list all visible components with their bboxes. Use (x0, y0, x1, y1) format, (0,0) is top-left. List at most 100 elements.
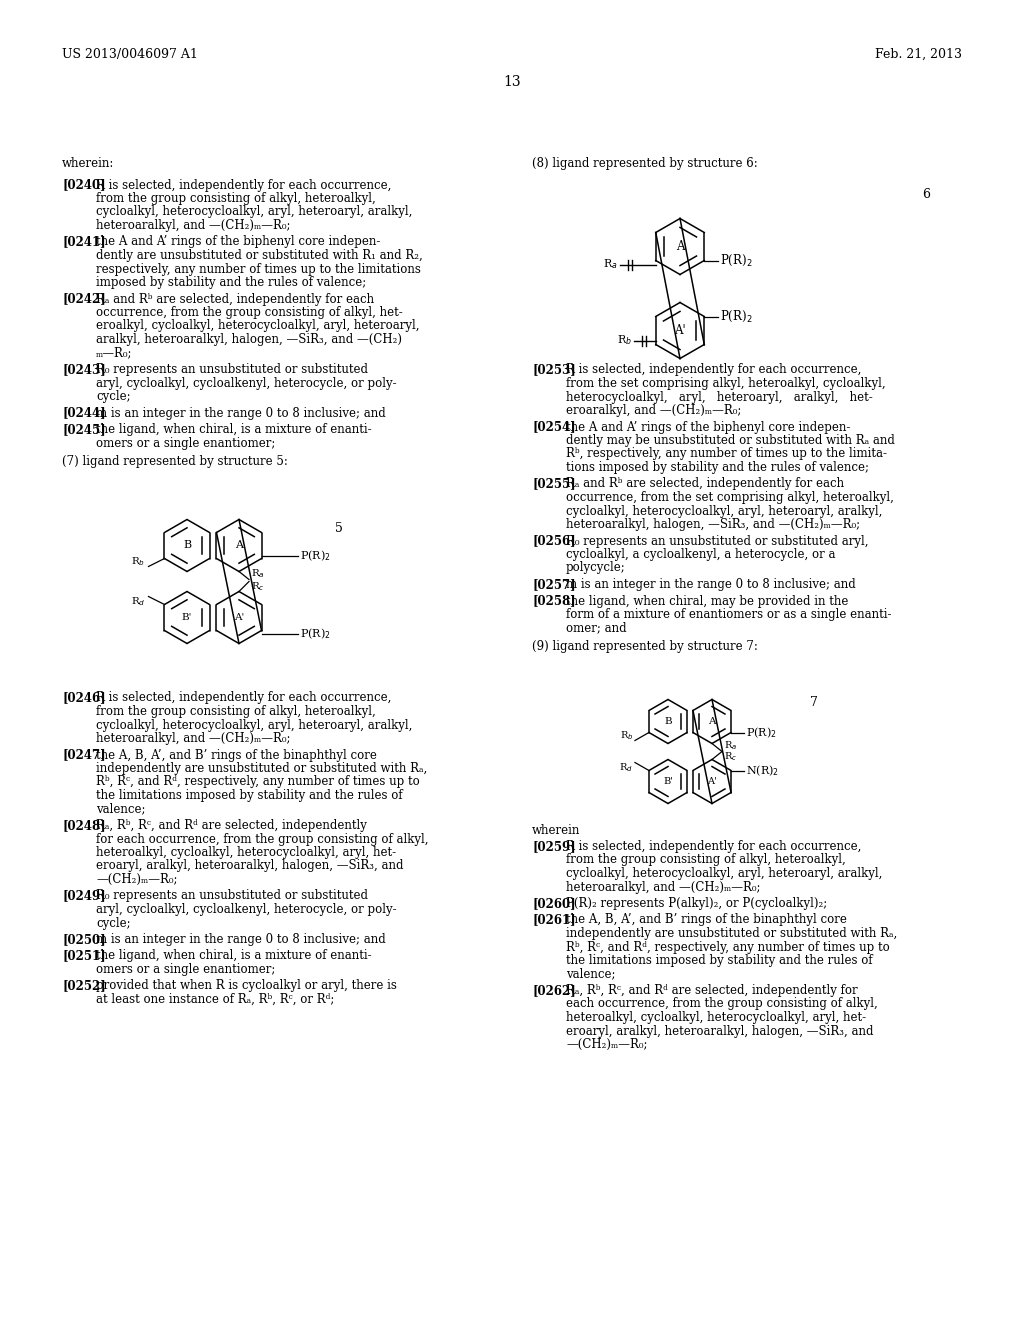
Text: [0246]: [0246] (62, 692, 105, 705)
Text: R$_c$: R$_c$ (724, 751, 737, 763)
Text: [0259]: [0259] (532, 840, 575, 853)
Text: (8) ligand represented by structure 6:: (8) ligand represented by structure 6: (532, 157, 758, 170)
Text: m is an integer in the range 0 to 8 inclusive; and: m is an integer in the range 0 to 8 incl… (96, 933, 386, 946)
Text: each occurrence, from the group consisting of alkyl,: each occurrence, from the group consisti… (566, 998, 878, 1011)
Text: US 2013/0046097 A1: US 2013/0046097 A1 (62, 48, 198, 61)
Text: polycycle;: polycycle; (566, 561, 626, 574)
Text: ₘ—R₀;: ₘ—R₀; (96, 346, 132, 359)
Text: R is selected, independently for each occurrence,: R is selected, independently for each oc… (566, 840, 861, 853)
Text: [0241]: [0241] (62, 235, 105, 248)
Text: heteroaralkyl, halogen, —SiR₃, and —(CH₂)ₘ—R₀;: heteroaralkyl, halogen, —SiR₃, and —(CH₂… (566, 517, 860, 531)
Text: dently are unsubstituted or substituted with R₁ and R₂,: dently are unsubstituted or substituted … (96, 249, 423, 261)
Text: heterocycloalkyl,   aryl,   heteroaryl,   aralkyl,   het-: heterocycloalkyl, aryl, heteroaryl, aral… (566, 391, 872, 404)
Text: [0257]: [0257] (532, 578, 575, 591)
Text: Rᵇ, Rᶜ, and Rᵈ, respectively, any number of times up to: Rᵇ, Rᶜ, and Rᵈ, respectively, any number… (96, 776, 420, 788)
Text: 6: 6 (922, 189, 930, 202)
Text: 7: 7 (810, 697, 818, 710)
Text: A: A (234, 540, 243, 550)
Text: A: A (676, 240, 684, 253)
Text: [0249]: [0249] (62, 890, 105, 903)
Text: A': A' (674, 323, 686, 337)
Text: form of a mixture of enantiomers or as a single enanti-: form of a mixture of enantiomers or as a… (566, 609, 892, 620)
Text: cycloalkyl, heterocycloalkyl, aryl, heteroaryl, aralkyl,: cycloalkyl, heterocycloalkyl, aryl, hete… (566, 504, 883, 517)
Text: [0255]: [0255] (532, 478, 575, 491)
Text: [0261]: [0261] (532, 913, 575, 927)
Text: R₀ represents an unsubstituted or substituted aryl,: R₀ represents an unsubstituted or substi… (566, 535, 868, 548)
Text: eroaryl, aralkyl, heteroaralkyl, halogen, —SiR₃, and: eroaryl, aralkyl, heteroaralkyl, halogen… (96, 859, 403, 873)
Text: R$_c$: R$_c$ (251, 581, 265, 593)
Text: omer; and: omer; and (566, 622, 627, 635)
Text: —(CH₂)ₘ—R₀;: —(CH₂)ₘ—R₀; (566, 1038, 647, 1051)
Text: valence;: valence; (566, 968, 615, 981)
Text: R is selected, independently for each occurrence,: R is selected, independently for each oc… (96, 178, 391, 191)
Text: Rₐ and Rᵇ are selected, independently for each: Rₐ and Rᵇ are selected, independently fo… (566, 478, 844, 491)
Text: the limitations imposed by stability and the rules of: the limitations imposed by stability and… (566, 954, 872, 968)
Text: [0244]: [0244] (62, 407, 105, 420)
Text: [0253]: [0253] (532, 363, 575, 376)
Text: R$_a$: R$_a$ (603, 257, 617, 272)
Text: cycle;: cycle; (96, 389, 131, 403)
Text: Rᵇ, Rᶜ, and Rᵈ, respectively, any number of times up to: Rᵇ, Rᶜ, and Rᵈ, respectively, any number… (566, 940, 890, 953)
Text: N(R)$_2$: N(R)$_2$ (746, 763, 779, 777)
Text: R is selected, independently for each occurrence,: R is selected, independently for each oc… (96, 692, 391, 705)
Text: dently may be unsubstituted or substituted with Rₐ and: dently may be unsubstituted or substitut… (566, 434, 895, 447)
Text: A': A' (708, 777, 717, 785)
Text: imposed by stability and the rules of valence;: imposed by stability and the rules of va… (96, 276, 367, 289)
Text: R$_b$: R$_b$ (131, 554, 145, 568)
Text: R is selected, independently for each occurrence,: R is selected, independently for each oc… (566, 363, 861, 376)
Text: at least one instance of Rₐ, Rᵇ, Rᶜ, or Rᵈ;: at least one instance of Rₐ, Rᵇ, Rᶜ, or … (96, 993, 335, 1006)
Text: R$_b$: R$_b$ (616, 334, 632, 347)
Text: m is an integer in the range 0 to 8 inclusive; and: m is an integer in the range 0 to 8 incl… (566, 578, 856, 591)
Text: tions imposed by stability and the rules of valence;: tions imposed by stability and the rules… (566, 461, 869, 474)
Text: the A and A’ rings of the biphenyl core indepen-: the A and A’ rings of the biphenyl core … (566, 421, 850, 433)
Text: the A and A’ rings of the biphenyl core indepen-: the A and A’ rings of the biphenyl core … (96, 235, 380, 248)
Text: for each occurrence, from the group consisting of alkyl,: for each occurrence, from the group cons… (96, 833, 428, 846)
Text: cycloalkyl, a cycloalkenyl, a heterocycle, or a: cycloalkyl, a cycloalkenyl, a heterocycl… (566, 548, 836, 561)
Text: R$_a$: R$_a$ (724, 739, 737, 752)
Text: the limitations imposed by stability and the rules of: the limitations imposed by stability and… (96, 789, 402, 803)
Text: [0252]: [0252] (62, 979, 105, 993)
Text: R$_b$: R$_b$ (620, 729, 633, 742)
Text: heteroaralkyl, and —(CH₂)ₘ—R₀;: heteroaralkyl, and —(CH₂)ₘ—R₀; (566, 880, 761, 894)
Text: the A, B, A’, and B’ rings of the binaphthyl core: the A, B, A’, and B’ rings of the binaph… (96, 748, 377, 762)
Text: A: A (709, 717, 716, 726)
Text: independently are unsubstituted or substituted with Rₐ,: independently are unsubstituted or subst… (96, 762, 427, 775)
Text: cycloalkyl, heterocycloalkyl, aryl, heteroaryl, aralkyl,: cycloalkyl, heterocycloalkyl, aryl, hete… (566, 867, 883, 880)
Text: from the set comprising alkyl, heteroalkyl, cycloalkyl,: from the set comprising alkyl, heteroalk… (566, 378, 886, 389)
Text: cycloalkyl, heterocycloalkyl, aryl, heteroaryl, aralkyl,: cycloalkyl, heterocycloalkyl, aryl, hete… (96, 718, 413, 731)
Text: P(R)₂ represents P(alkyl)₂, or P(cycloalkyl)₂;: P(R)₂ represents P(alkyl)₂, or P(cycloal… (566, 898, 827, 909)
Text: 5: 5 (335, 521, 343, 535)
Text: occurrence, from the group consisting of alkyl, het-: occurrence, from the group consisting of… (96, 306, 402, 319)
Text: [0256]: [0256] (532, 535, 575, 548)
Text: heteroalkyl, cycloalkyl, heterocycloalkyl, aryl, het-: heteroalkyl, cycloalkyl, heterocycloalky… (566, 1011, 866, 1024)
Text: (7) ligand represented by structure 5:: (7) ligand represented by structure 5: (62, 455, 288, 469)
Text: from the group consisting of alkyl, heteroalkyl,: from the group consisting of alkyl, hete… (96, 705, 376, 718)
Text: the ligand, when chiral, is a mixture of enanti-: the ligand, when chiral, is a mixture of… (96, 949, 372, 962)
Text: B: B (183, 540, 191, 550)
Text: omers or a single enantiomer;: omers or a single enantiomer; (96, 964, 275, 975)
Text: [0242]: [0242] (62, 293, 105, 305)
Text: [0262]: [0262] (532, 983, 575, 997)
Text: [0258]: [0258] (532, 594, 575, 607)
Text: independently are unsubstituted or substituted with Rₐ,: independently are unsubstituted or subst… (566, 927, 897, 940)
Text: cycle;: cycle; (96, 916, 131, 929)
Text: [0254]: [0254] (532, 421, 575, 433)
Text: P(R)$_2$: P(R)$_2$ (300, 626, 331, 640)
Text: the ligand, when chiral, is a mixture of enanti-: the ligand, when chiral, is a mixture of… (96, 422, 372, 436)
Text: wherein: wherein (532, 824, 581, 837)
Text: —(CH₂)ₘ—R₀;: —(CH₂)ₘ—R₀; (96, 873, 177, 886)
Text: [0247]: [0247] (62, 748, 105, 762)
Text: B': B' (663, 777, 673, 785)
Text: P(R)$_2$: P(R)$_2$ (720, 309, 753, 325)
Text: eroalkyl, cycloalkyl, heterocycloalkyl, aryl, heteroaryl,: eroalkyl, cycloalkyl, heterocycloalkyl, … (96, 319, 420, 333)
Text: Rₐ, Rᵇ, Rᶜ, and Rᵈ are selected, independently for: Rₐ, Rᵇ, Rᶜ, and Rᵈ are selected, indepen… (566, 983, 858, 997)
Text: m is an integer in the range 0 to 8 inclusive; and: m is an integer in the range 0 to 8 incl… (96, 407, 386, 420)
Text: eroaralkyl, and —(CH₂)ₘ—R₀;: eroaralkyl, and —(CH₂)ₘ—R₀; (566, 404, 741, 417)
Text: valence;: valence; (96, 803, 145, 816)
Text: R$_a$: R$_a$ (251, 568, 265, 581)
Text: aryl, cycloalkyl, cycloalkenyl, heterocycle, or poly-: aryl, cycloalkyl, cycloalkenyl, heterocy… (96, 903, 396, 916)
Text: from the group consisting of alkyl, heteroalkyl,: from the group consisting of alkyl, hete… (96, 191, 376, 205)
Text: [0260]: [0260] (532, 898, 575, 909)
Text: respectively, any number of times up to the limitations: respectively, any number of times up to … (96, 263, 421, 276)
Text: omers or a single enantiomer;: omers or a single enantiomer; (96, 437, 275, 450)
